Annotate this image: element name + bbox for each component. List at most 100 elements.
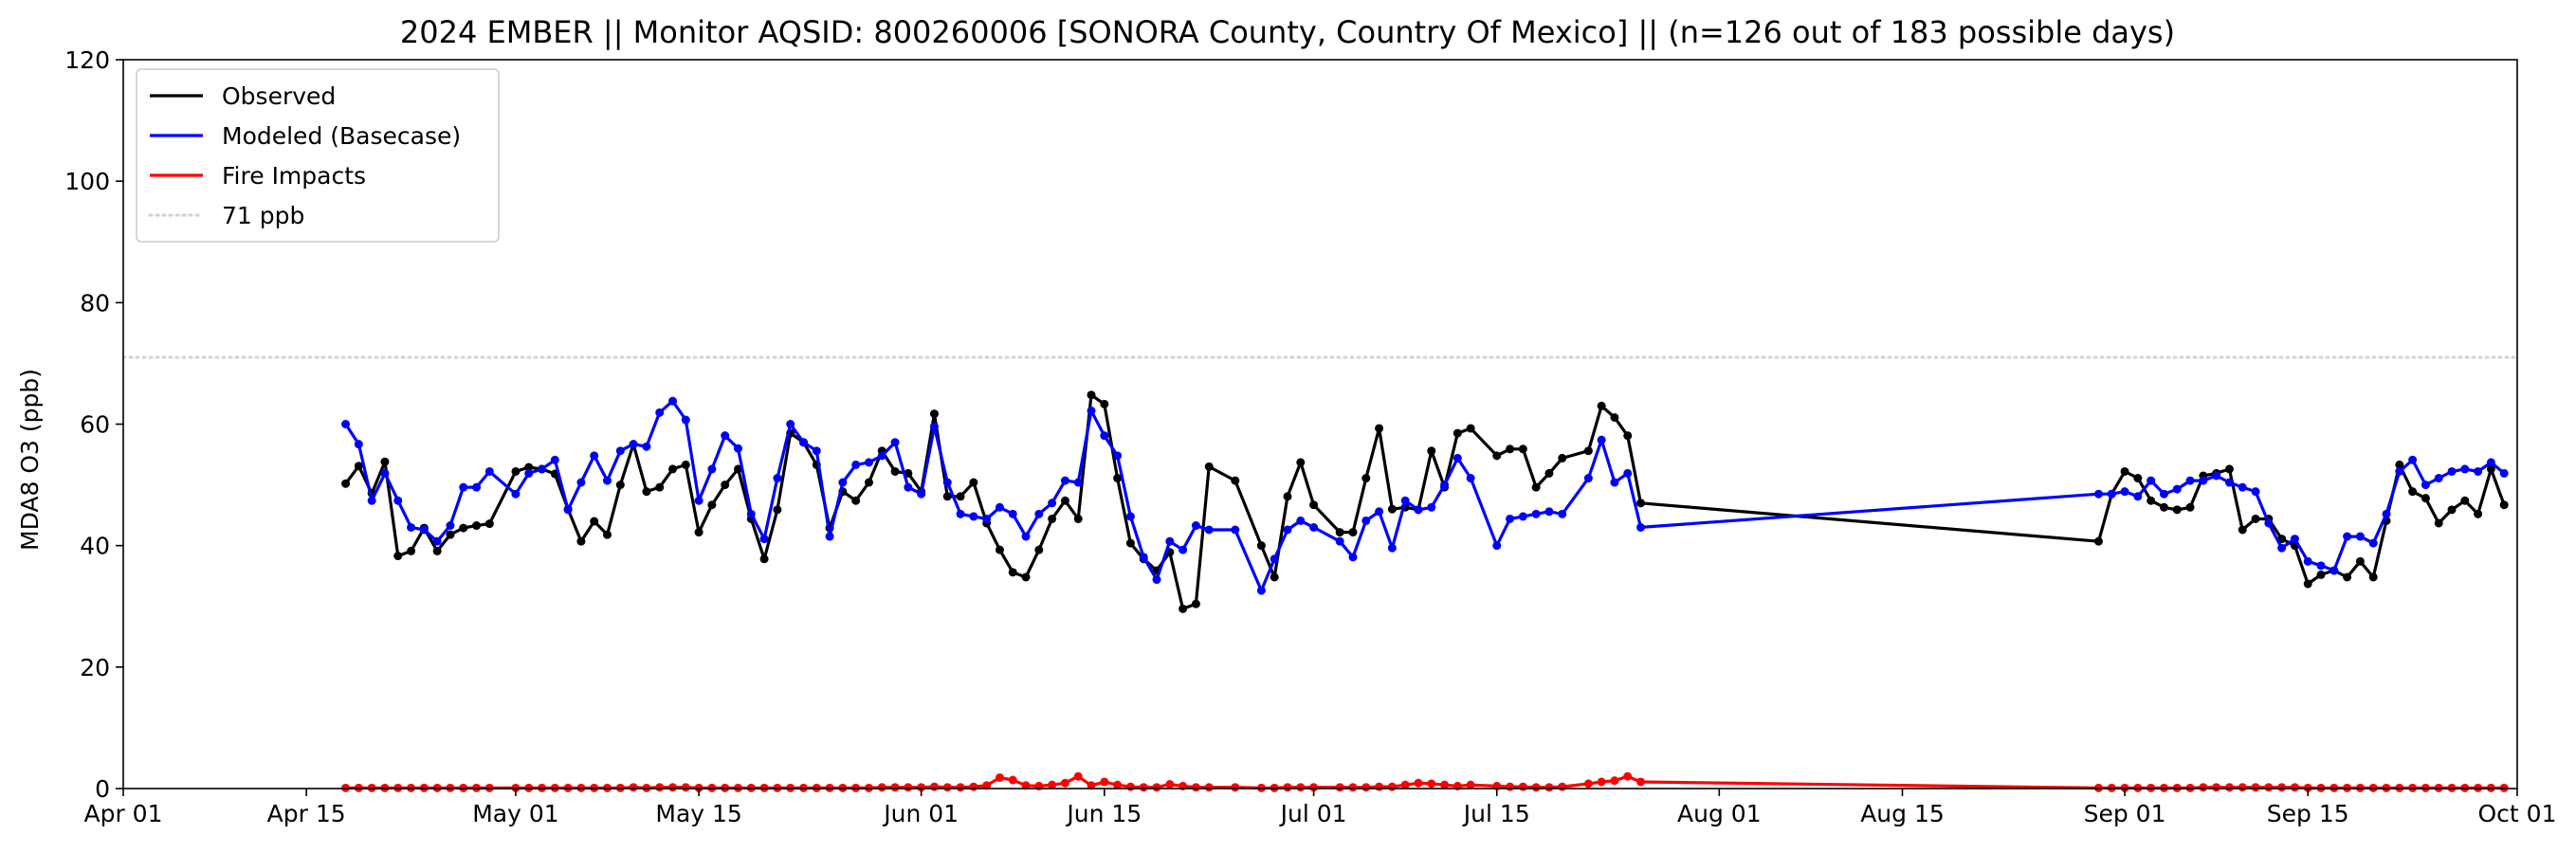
data-point: [2133, 492, 2143, 501]
data-point: [1060, 496, 1069, 505]
data-point: [1387, 504, 1397, 514]
data-point: [681, 460, 690, 469]
data-point: [1531, 509, 1541, 518]
data-point: [2277, 783, 2287, 792]
data-point: [773, 474, 782, 483]
data-point: [1139, 783, 1148, 792]
data-point: [1544, 507, 1554, 517]
data-point: [2120, 466, 2129, 476]
data-point: [2290, 535, 2299, 544]
data-point: [1440, 481, 1450, 490]
data-point: [2368, 572, 2378, 582]
data-point: [603, 476, 612, 485]
data-point: [2251, 783, 2260, 792]
x-tick-label: Sep 01: [2084, 800, 2166, 827]
data-point: [812, 446, 821, 456]
series-line: [344, 393, 2506, 610]
data-point: [1623, 431, 1633, 441]
y-axis: 0 20 40 60 80 100 120: [64, 46, 123, 803]
data-point: [1165, 536, 1175, 546]
data-point: [576, 478, 586, 487]
data-point: [825, 532, 834, 541]
data-point: [1466, 424, 1475, 433]
x-tick-label: May 01: [472, 800, 558, 827]
data-point: [2395, 460, 2404, 469]
data-point: [942, 492, 952, 501]
data-point: [721, 481, 730, 490]
data-point: [1231, 525, 1240, 535]
data-point: [694, 496, 703, 505]
data-point: [668, 464, 678, 474]
data-point: [1231, 476, 1240, 485]
data-point: [432, 536, 442, 546]
data-point: [1270, 554, 1279, 564]
data-point: [655, 408, 665, 417]
data-point: [864, 478, 873, 487]
data-point: [1296, 516, 1306, 525]
data-point: [1152, 575, 1161, 585]
data-point: [1558, 782, 1567, 791]
data-point: [1256, 541, 1266, 551]
data-point: [655, 482, 665, 492]
data-point: [1008, 568, 1017, 577]
data-point: [1204, 525, 1214, 535]
x-tick-label: Jul 01: [1279, 800, 1347, 827]
data-point: [1021, 532, 1031, 541]
data-point: [2460, 464, 2470, 474]
data-point: [590, 517, 599, 526]
data-point: [2474, 466, 2483, 476]
data-point: [1558, 453, 1567, 463]
data-point: [2147, 496, 2156, 505]
data-point: [838, 478, 848, 487]
data-point: [733, 464, 742, 474]
data-point: [2421, 481, 2430, 490]
data-point: [1008, 775, 1017, 785]
data-point: [877, 451, 886, 461]
data-point: [1125, 512, 1135, 521]
data-point: [1610, 412, 1619, 422]
y-tick-label: 0: [95, 775, 110, 803]
data-point: [2224, 478, 2234, 487]
data-point: [1636, 499, 1646, 508]
data-point: [1400, 780, 1410, 789]
legend: Observed Modeled (Basecase) Fire Impacts 71…: [136, 68, 500, 243]
data-point: [1283, 492, 1292, 501]
data-point: [2408, 487, 2418, 497]
data-point: [1335, 536, 1344, 546]
data-point: [929, 409, 939, 419]
data-point: [759, 535, 769, 544]
data-point: [798, 438, 808, 447]
data-point: [2224, 464, 2234, 474]
data-point: [904, 482, 913, 492]
data-point: [1427, 446, 1436, 456]
data-point: [472, 482, 482, 492]
data-point: [1152, 783, 1161, 792]
data-point: [1204, 462, 1214, 471]
data-point: [1021, 572, 1031, 582]
data-point: [1452, 428, 1462, 438]
data-point: [707, 464, 717, 474]
data-point: [668, 396, 678, 406]
data-point: [2368, 538, 2378, 548]
data-point: [1060, 476, 1069, 485]
data-point: [563, 505, 573, 515]
data-point: [2185, 502, 2195, 512]
data-point: [2251, 487, 2260, 497]
data-point: [1506, 782, 1515, 791]
data-point: [1073, 478, 1083, 487]
data-point: [2199, 476, 2208, 485]
data-point: [354, 462, 363, 471]
data-point: [956, 492, 965, 501]
data-point: [929, 422, 939, 431]
data-point: [1506, 514, 1515, 523]
data-point: [655, 783, 665, 792]
data-point: [786, 420, 795, 428]
data-point: [2486, 458, 2495, 467]
data-point: [511, 466, 521, 476]
data-point: [917, 783, 926, 792]
data-point: [615, 446, 625, 456]
data-point: [1087, 781, 1096, 790]
data-point: [446, 530, 455, 539]
chart-title: 2024 EMBER || Monitor AQSID: 800260006 […: [400, 14, 2175, 50]
data-point: [1636, 777, 1646, 787]
